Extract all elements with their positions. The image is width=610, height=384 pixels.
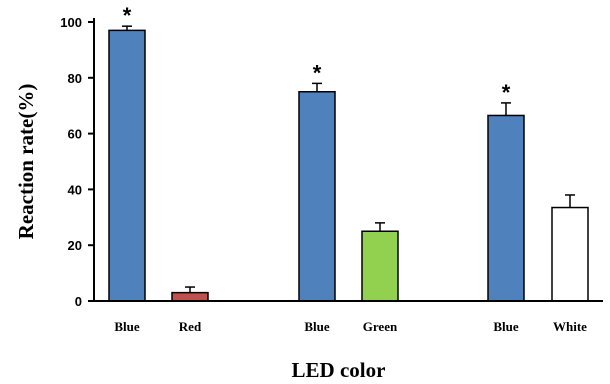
category-label: Red [179, 319, 202, 334]
y-axis-title: Reaction rate(%) [14, 84, 38, 240]
category-label: Blue [493, 319, 519, 334]
y-tick-label: 40 [68, 182, 82, 197]
bar [487, 114, 525, 302]
category-label: Blue [304, 319, 330, 334]
significance-star: * [123, 3, 132, 28]
significance-star: * [313, 60, 322, 85]
category-labels: Blue Red Blue Green Blue White [114, 319, 587, 334]
y-tick-label: 60 [68, 127, 82, 142]
bar [298, 91, 336, 302]
bar [551, 206, 589, 302]
category-label: Blue [114, 319, 140, 334]
category-label: White [553, 319, 587, 334]
bar [108, 29, 146, 302]
x-axis-title: LED color [292, 358, 386, 382]
y-tick-label: 100 [60, 15, 82, 30]
y-tick-label: 20 [68, 238, 82, 253]
bar [171, 291, 209, 302]
y-axis-ticks: 0 20 40 60 80 100 [60, 15, 94, 309]
bar [361, 230, 399, 302]
category-label: Green [363, 319, 398, 334]
y-tick-label: 80 [68, 71, 82, 86]
significance-star: * [502, 80, 511, 105]
y-tick-label: 0 [75, 294, 82, 309]
bars: * * * [108, 3, 589, 302]
